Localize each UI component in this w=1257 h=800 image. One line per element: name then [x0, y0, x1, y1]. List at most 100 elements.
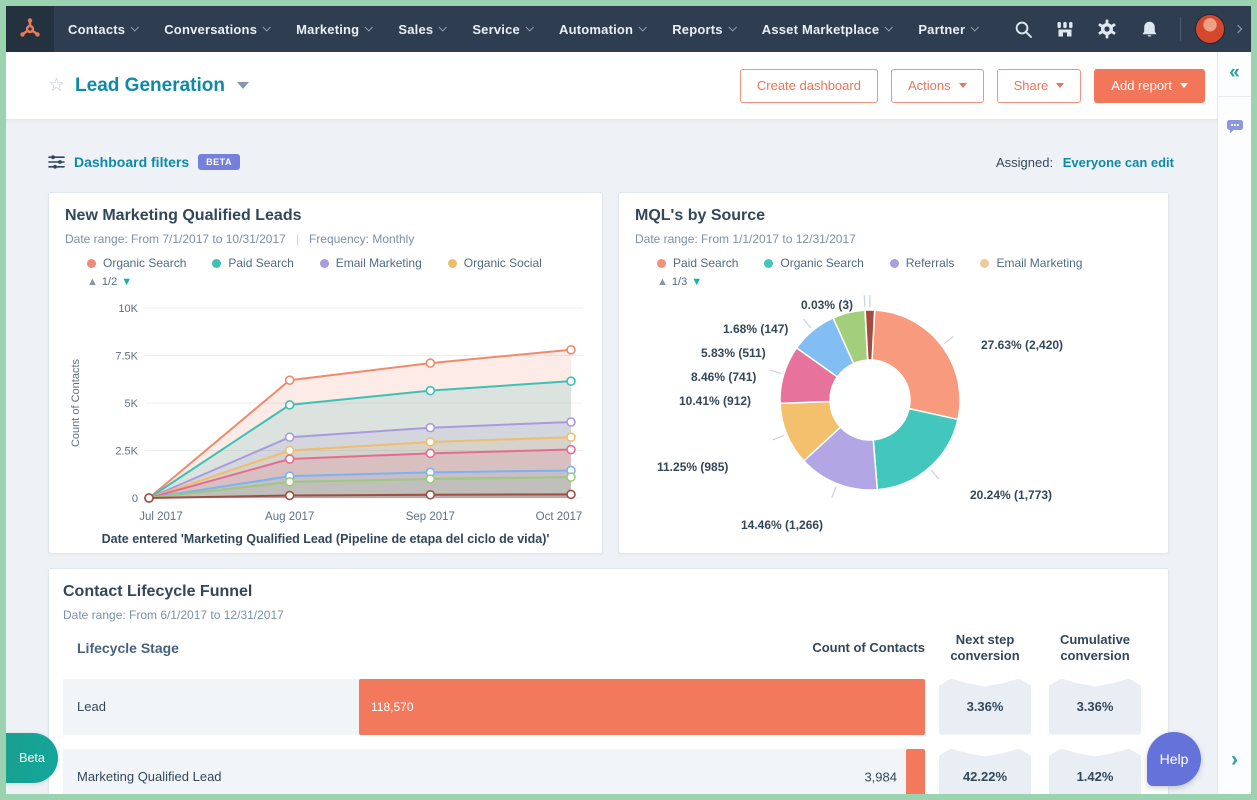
legend-item-paid-search[interactable]: Paid Search — [657, 256, 738, 270]
slice-label: 20.24% (1,773) — [970, 488, 1053, 502]
legend-dot-icon — [319, 258, 329, 268]
report-subtitle: Date range: From 6/1/2017 to 12/31/2017 — [63, 608, 1154, 622]
x-axis-caption: Date entered 'Marketing Qualified Lead (… — [101, 532, 550, 546]
legend-item-organic-social[interactable]: Organic Social — [447, 256, 542, 270]
legend-dot-icon — [212, 258, 222, 268]
report-title: MQL's by Source — [635, 207, 766, 224]
report-card-lifecycle-funnel: Contact Lifecycle Funnel Date range: Fro… — [48, 568, 1169, 794]
report-card-new-mql: New Marketing Qualified Leads Date range… — [48, 192, 603, 554]
help-button[interactable]: Help — [1147, 732, 1201, 786]
search-icon[interactable] — [1006, 12, 1040, 46]
share-button[interactable]: Share — [996, 68, 1082, 103]
notifications-bell-icon[interactable] — [1132, 12, 1166, 46]
date-range: Date range: From 6/1/2017 to 12/31/2017 — [63, 608, 284, 622]
assigned-permission-link[interactable]: Everyone can edit — [1062, 154, 1174, 170]
slice-label: 0.03% (3) — [801, 298, 854, 312]
svg-text:Aug 2017: Aug 2017 — [265, 511, 314, 523]
legend-page-down-icon[interactable]: ▼ — [691, 276, 703, 288]
legend-dot-icon — [764, 258, 774, 268]
legend-page-indicator: 1/2 — [101, 276, 118, 288]
svg-text:Sep 2017: Sep 2017 — [406, 511, 455, 523]
nav-item-sales[interactable]: Sales — [398, 22, 448, 37]
collapse-panel-icon[interactable]: « — [1218, 52, 1251, 97]
slice-label: 1.68% (147) — [723, 322, 789, 336]
stage-label: Lead — [63, 678, 359, 735]
funnel-bar — [905, 748, 925, 794]
add-report-label: Add report — [1111, 78, 1172, 93]
cumulative-conversion-value: 1.42% — [1049, 748, 1141, 794]
slice-label: 27.63% (2,420) — [981, 338, 1064, 352]
stage-label: Marketing Qualified Lead — [63, 748, 359, 794]
nav-item-service[interactable]: Service — [472, 22, 534, 37]
nav-actions — [1006, 12, 1251, 46]
nav-item-conversations[interactable]: Conversations — [164, 22, 272, 37]
filter-sliders-icon — [48, 155, 65, 169]
slice-label: 8.46% (741) — [691, 370, 757, 384]
actions-button[interactable]: Actions — [890, 68, 984, 103]
beta-flag-button[interactable]: Beta — [6, 733, 58, 783]
date-range: Date range: From 1/1/2017 to 12/31/2017 — [635, 232, 856, 246]
caret-down-icon — [1180, 83, 1188, 88]
create-dashboard-button[interactable]: Create dashboard — [739, 68, 878, 103]
legend-dot-icon — [87, 258, 96, 268]
report-title: New Marketing Qualified Leads — [65, 207, 302, 224]
legend-page-indicator: 1/3 — [671, 276, 688, 288]
funnel-bar-cell: 3,984 — [359, 748, 925, 794]
svg-text:0: 0 — [132, 493, 138, 505]
dashboard-title[interactable]: Lead Generation — [75, 74, 225, 96]
filters-row: Dashboard filters BETA Assigned: Everyon… — [48, 154, 1174, 170]
donut-chart-area: 27.63% (2,420) 20.24% (1,773) 14.46% (1,… — [635, 292, 1154, 560]
favorite-star-icon[interactable]: ☆ — [48, 75, 66, 96]
nav-item-automation[interactable]: Automation — [559, 22, 648, 37]
avatar[interactable] — [1195, 14, 1225, 44]
marketplace-icon[interactable] — [1048, 12, 1082, 46]
count-value: 3,984 — [864, 769, 897, 784]
top-navigation: Contacts Conversations Marketing Sales Servi… — [6, 6, 1251, 52]
frequency: Frequency: Monthly — [308, 232, 415, 246]
assigned-info: Assigned: Everyone can edit — [996, 155, 1174, 170]
next-step-conversion-value: 42.22% — [939, 748, 1031, 794]
nav-item-marketing[interactable]: Marketing — [296, 22, 374, 37]
count-value: 118,570 — [371, 699, 414, 714]
comments-icon[interactable] — [1226, 119, 1244, 140]
avatar-chevron-down-icon[interactable] — [1233, 24, 1243, 34]
expand-panel-icon[interactable]: › — [1231, 748, 1238, 771]
slice-label: 14.46% (1,266) — [741, 518, 824, 532]
legend-page-down-icon[interactable]: ▼ — [121, 276, 133, 288]
dashboard-content: Dashboard filters BETA Assigned: Everyon… — [6, 120, 1217, 794]
legend-item-referrals[interactable]: Referrals — [889, 256, 954, 270]
report-subtitle: Date range: From 1/1/2017 to 12/31/2017 — [635, 232, 1152, 246]
subtitle-divider: | — [295, 232, 299, 246]
chevron-down-icon — [884, 22, 894, 32]
settings-gear-icon[interactable] — [1090, 12, 1124, 46]
nav-item-reports[interactable]: Reports — [672, 22, 737, 37]
legend-page-up-icon[interactable]: ▲ — [87, 276, 98, 288]
report-card-mql-by-source: MQL's by Source Date range: From 1/1/201… — [618, 192, 1169, 554]
svg-text:Count of Contacts: Count of Contacts — [70, 358, 82, 447]
svg-text:Oct 2017: Oct 2017 — [536, 511, 583, 523]
legend-item-organic-search[interactable]: Organic Search — [764, 256, 864, 270]
legend-item-paid-search[interactable]: Paid Search — [212, 256, 294, 270]
dashboard-header: ☆ Lead Generation Create dashboard Actio… — [6, 52, 1251, 120]
column-header-cumulative: Cumulative conversion — [1059, 632, 1131, 664]
slice-label: 5.83% (511) — [701, 346, 766, 360]
dashboard-filters-toggle[interactable]: Dashboard filters BETA — [48, 154, 240, 170]
legend-page-up-icon[interactable]: ▲ — [657, 276, 668, 288]
column-header-count: Count of Contacts — [812, 640, 925, 656]
legend-item-organic-search[interactable]: Organic Search — [87, 256, 186, 270]
hubspot-logo[interactable] — [6, 6, 54, 52]
svg-text:7.5K: 7.5K — [115, 351, 138, 363]
add-report-button[interactable]: Add report — [1094, 68, 1205, 103]
nav-item-contacts[interactable]: Contacts — [68, 22, 140, 37]
app-window: Contacts Conversations Marketing Sales Servi… — [6, 6, 1251, 794]
nav-item-asset-marketplace[interactable]: Asset Marketplace — [762, 22, 894, 37]
nav-item-partner[interactable]: Partner — [918, 22, 980, 37]
dashboard-title-caret-icon[interactable] — [236, 82, 249, 89]
chevron-down-icon — [364, 22, 374, 32]
legend-item-email-marketing[interactable]: Email Marketing — [980, 256, 1082, 270]
sprocket-icon — [20, 18, 40, 37]
legend-dot-icon — [657, 258, 666, 268]
chevron-down-icon — [438, 22, 448, 32]
legend-item-email-marketing[interactable]: Email Marketing — [319, 256, 422, 270]
area-chart: 0 2.5K 5K 7.5K 10K Jul 2017 Aug 2017 Sep 2017 Oc… — [70, 303, 583, 523]
